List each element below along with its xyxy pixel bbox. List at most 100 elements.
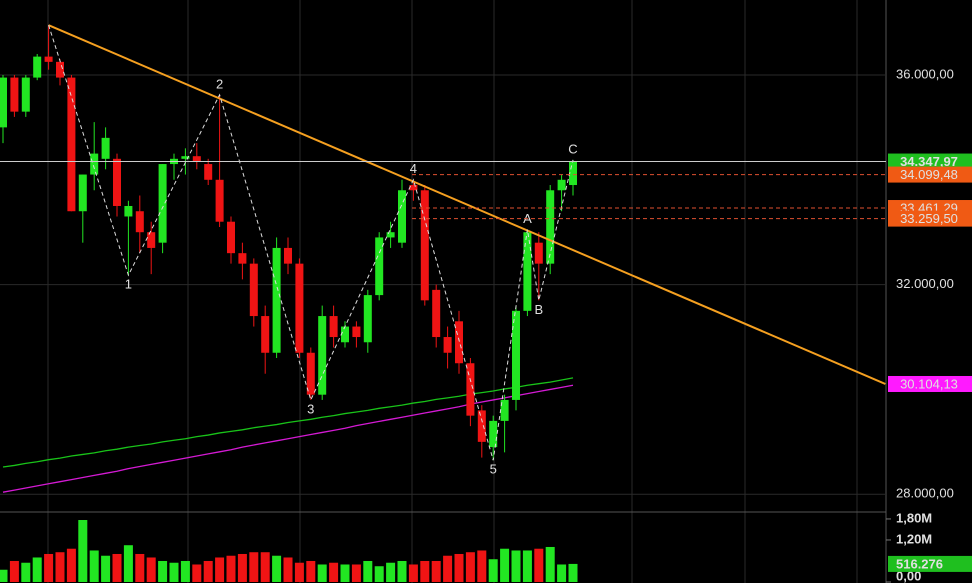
candle-body [0,77,7,128]
volume-bar [203,560,213,582]
candle-body [443,337,452,353]
volume-bar [215,557,225,582]
volume-bar [545,546,555,582]
wave-label: 3 [307,401,314,416]
wave-zigzag [48,25,574,461]
volume-tag-label: 516.276 [896,556,943,571]
candle-body [78,174,87,212]
volume-bar [237,553,247,582]
volume-bar [55,552,65,582]
candle-body [147,232,156,248]
candle-body [409,185,418,191]
candle-body [113,158,121,206]
volume-bar [226,555,236,582]
volume-bar [397,560,407,582]
volume-bar [135,553,145,582]
candle-body [398,190,406,243]
volume-tag [888,555,972,572]
price-tag-label: 34.099,48 [900,167,958,182]
candle-body [295,263,304,353]
candle-body [363,295,372,343]
volume-tick-label: 1,20M [896,531,932,546]
candle-body [341,326,349,343]
y-tick-label: 28.000,00 [896,486,954,501]
volume-bar [21,562,31,582]
candle-body [318,316,327,395]
volume-bar [431,560,441,582]
candle-body [272,247,281,353]
trendline [48,24,886,385]
candle-body [56,61,64,78]
y-tick-label: 36.000,00 [896,66,954,81]
volume-bar [146,557,156,582]
volume-bar [534,548,544,582]
volume-bar [101,555,111,582]
volume-bar [158,560,168,582]
wave-label: B [534,302,543,317]
candle-body [284,247,292,264]
candle-body [33,56,42,78]
candle-body [249,263,258,317]
volume-bar [386,562,396,582]
volume-tick-label: 0,00 [896,568,921,583]
candle-body [44,56,53,62]
volume-bar [557,564,567,582]
candle-body [375,237,384,296]
volume-bar [363,560,373,582]
candle-body [489,420,498,448]
volume-bar [294,562,304,582]
volume-bar [249,552,259,582]
volume-bar [351,564,361,582]
candle-body [386,232,395,238]
candle-body [215,179,224,222]
volume-bar [0,569,8,582]
candle-body [21,77,30,112]
volume-bar [340,564,350,582]
wave-label: 2 [216,76,223,91]
candle-body [101,137,110,159]
volume-bar [465,552,475,582]
candle-body [477,410,486,442]
price-tag-label: 30.104,13 [900,376,958,391]
moving-average [2,377,574,468]
moving-average [2,384,574,493]
volume-bar [44,553,54,582]
volume-bar [329,562,339,582]
candle-body [432,289,441,338]
volume-bar [272,555,282,582]
candle-body [192,156,201,162]
volume-bar [443,555,453,582]
volume-bar [306,560,316,582]
price-tag [888,166,972,183]
volume-bar [454,553,464,582]
candle-body [238,253,247,264]
candle-body [204,164,213,180]
volume-bar [317,564,327,582]
volume-bar [192,564,202,582]
volume-bar [420,560,430,582]
volume-bar [374,566,384,582]
volume-bar [78,520,88,582]
wave-label: C [568,141,577,156]
price-tag-label: 33.259,50 [900,211,958,226]
volume-bar [169,562,179,582]
volume-bar [66,548,76,582]
volume-bar [32,557,42,582]
price-tag [888,210,972,227]
candle-body [534,242,543,264]
candle-body [158,164,167,243]
candle-body [569,161,577,186]
candle-body [124,205,133,217]
wave-label: 4 [410,161,417,176]
candle-body [523,232,532,311]
volume-tick-label: 1,80M [896,510,932,525]
candle-body [557,179,566,191]
price-tag [888,153,972,170]
wave-label: 5 [490,462,497,477]
price-tag-label: 34.347,97 [900,154,958,169]
candle-body [455,321,463,364]
volume-bar [568,563,578,582]
volume-bar [477,550,487,582]
volume-bar [500,548,510,582]
candle-body [466,363,475,416]
